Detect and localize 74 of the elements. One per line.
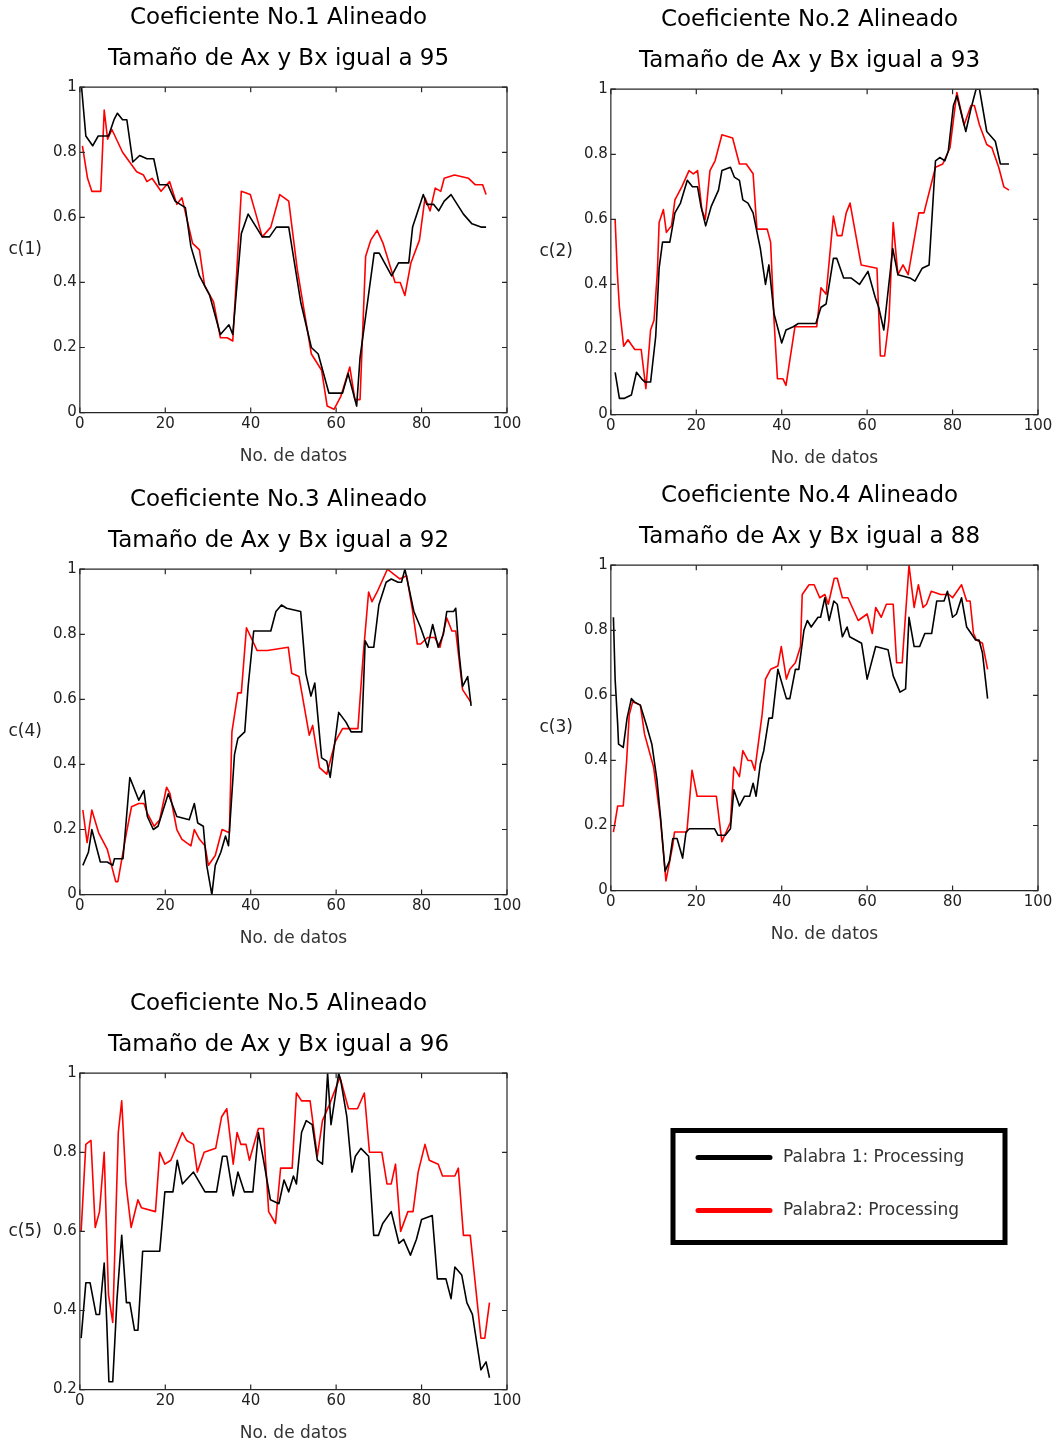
x-axis-title: No. de datos — [239, 927, 348, 948]
y-tick-label: 0.4 — [584, 274, 608, 293]
y-axis-title: c(3) — [539, 716, 573, 737]
x-tick-label: 80 — [943, 416, 963, 435]
x-tick-label: 100 — [492, 896, 522, 915]
y-tick-label: 0.2 — [584, 815, 608, 834]
chart-subtitle: Tamaño de Ax y Bx igual a 95 — [106, 44, 450, 71]
y-tick-label: 1 — [67, 559, 77, 578]
chart-subtitle: Tamaño de Ax y Bx igual a 88 — [637, 522, 981, 549]
y-tick-label: 0.6 — [53, 207, 77, 226]
x-tick-label: 100 — [492, 1391, 522, 1410]
x-axis-title: No. de datos — [239, 445, 348, 466]
y-tick-label: 1 — [67, 77, 77, 96]
x-tick-label: 40 — [772, 892, 792, 911]
x-tick-label: 20 — [686, 416, 706, 435]
x-tick-label: 20 — [155, 896, 175, 915]
y-tick-label: 0.2 — [53, 337, 77, 356]
y-tick-label: 1 — [67, 1063, 77, 1082]
x-tick-label: 40 — [241, 414, 261, 433]
y-tick-label: 0.8 — [584, 620, 608, 639]
y-tick-label: 0.2 — [53, 819, 77, 838]
y-tick-label: 0.2 — [584, 339, 608, 358]
y-tick-label: 0.6 — [584, 685, 608, 704]
y-tick-label: 0.4 — [53, 754, 77, 773]
chart-subtitle: Tamaño de Ax y Bx igual a 96 — [106, 1030, 450, 1057]
x-axis-title: No. de datos — [239, 1422, 348, 1443]
y-tick-label: 1 — [598, 555, 608, 574]
chart-title: Coeficiente No.5 Alineado — [129, 988, 428, 1015]
y-tick-label: 0.6 — [53, 689, 77, 708]
y-axis-title: c(5) — [8, 1219, 42, 1240]
chart-title: Coeficiente No.2 Alineado — [660, 4, 959, 31]
x-tick-label: 60 — [857, 416, 877, 435]
x-tick-label: 80 — [412, 1391, 432, 1410]
x-axis-title: No. de datos — [770, 923, 879, 944]
x-tick-label: 100 — [492, 414, 522, 433]
chart-title: Coeficiente No.4 Alineado — [660, 480, 959, 507]
chart-title: Coeficiente No.1 Alineado — [129, 2, 428, 29]
x-tick-label: 60 — [326, 414, 346, 433]
y-tick-label: 0.4 — [584, 750, 608, 769]
x-tick-label: 100 — [1023, 416, 1053, 435]
y-tick-label: 0 — [67, 402, 77, 421]
y-tick-label: 0.2 — [53, 1379, 77, 1398]
y-tick-label: 0.8 — [53, 1142, 77, 1161]
y-tick-label: 1 — [598, 79, 608, 98]
x-tick-label: 100 — [1023, 892, 1053, 911]
y-axis-title: c(4) — [8, 720, 42, 741]
y-tick-label: 0 — [598, 880, 608, 899]
x-tick-label: 80 — [412, 414, 432, 433]
x-tick-label: 60 — [326, 1391, 346, 1410]
y-tick-label: 0.4 — [53, 272, 77, 291]
x-tick-label: 60 — [326, 896, 346, 915]
x-tick-label: 80 — [412, 896, 432, 915]
y-tick-label: 0.6 — [584, 209, 608, 228]
chart-subtitle: Tamaño de Ax y Bx igual a 93 — [637, 46, 981, 73]
chart-subtitle: Tamaño de Ax y Bx igual a 92 — [106, 526, 450, 553]
x-tick-label: 40 — [241, 1391, 261, 1410]
x-tick-label: 40 — [241, 896, 261, 915]
y-tick-label: 0.8 — [53, 142, 77, 161]
legend-label: Palabra2: Processing — [783, 1198, 959, 1219]
y-axis-title: c(1) — [8, 238, 42, 259]
y-tick-label: 0.8 — [53, 624, 77, 643]
x-tick-label: 20 — [155, 414, 175, 433]
y-tick-label: 0.8 — [584, 144, 608, 163]
y-axis-title: c(2) — [539, 240, 573, 261]
y-tick-label: 0.6 — [53, 1221, 77, 1240]
chart-title: Coeficiente No.3 Alineado — [129, 484, 428, 511]
y-tick-label: 0.4 — [53, 1300, 77, 1319]
x-tick-label: 60 — [857, 892, 877, 911]
x-tick-label: 40 — [772, 416, 792, 435]
legend-label: Palabra 1: Processing — [783, 1145, 965, 1166]
x-tick-label: 80 — [943, 892, 963, 911]
x-tick-label: 20 — [686, 892, 706, 911]
x-tick-label: 20 — [155, 1391, 175, 1410]
x-axis-title: No. de datos — [770, 447, 879, 468]
